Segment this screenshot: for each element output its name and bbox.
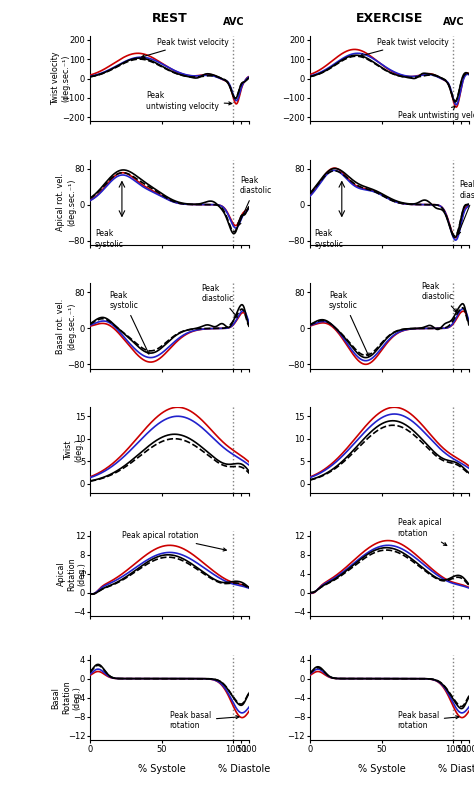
- Text: Peak twist velocity: Peak twist velocity: [142, 37, 229, 57]
- Y-axis label: Basal
Rotation
(deg.): Basal Rotation (deg.): [51, 681, 81, 714]
- Text: Peak basal
rotation: Peak basal rotation: [170, 711, 239, 731]
- Text: % Diastole: % Diastole: [438, 764, 474, 775]
- Text: % Systole: % Systole: [138, 764, 186, 775]
- Title: REST: REST: [152, 12, 188, 25]
- Title: EXERCISE: EXERCISE: [356, 12, 423, 25]
- Text: Peak
diastolic: Peak diastolic: [458, 181, 474, 235]
- Text: AVC: AVC: [223, 18, 244, 27]
- Y-axis label: Apical
Rotation
(deg.): Apical Rotation (deg.): [57, 557, 86, 591]
- Text: Peak
untwisting velocity: Peak untwisting velocity: [146, 92, 232, 111]
- Text: Peak untwisting velocity: Peak untwisting velocity: [398, 107, 474, 120]
- Text: Peak twist velocity: Peak twist velocity: [360, 37, 448, 57]
- Text: Peak
systolic: Peak systolic: [315, 229, 344, 248]
- Text: Peak
diastolic: Peak diastolic: [238, 176, 272, 225]
- Text: Peak
systolic: Peak systolic: [329, 291, 369, 356]
- Y-axis label: Twist velocity
(deg.sec.⁻¹): Twist velocity (deg.sec.⁻¹): [51, 52, 71, 105]
- Y-axis label: Twist
(deg.): Twist (deg.): [64, 438, 83, 462]
- Y-axis label: Basal rot. vel.
(deg.sec.⁻¹): Basal rot. vel. (deg.sec.⁻¹): [56, 298, 76, 353]
- Text: Peak apical rotation: Peak apical rotation: [122, 531, 227, 551]
- Text: Peak basal
rotation: Peak basal rotation: [398, 711, 459, 731]
- Text: Peak
systolic: Peak systolic: [95, 229, 124, 248]
- Text: Peak
diastolic: Peak diastolic: [201, 284, 237, 318]
- Text: Peak
systolic: Peak systolic: [109, 291, 149, 354]
- Y-axis label: Apical rot. vel.
(deg.sec.⁻¹): Apical rot. vel. (deg.sec.⁻¹): [56, 174, 76, 232]
- Text: AVC: AVC: [443, 18, 464, 27]
- Text: % Diastole: % Diastole: [219, 764, 271, 775]
- Text: Peak
diastolic: Peak diastolic: [421, 282, 457, 312]
- Text: Peak apical
rotation: Peak apical rotation: [398, 518, 447, 545]
- Text: % Systole: % Systole: [358, 764, 405, 775]
